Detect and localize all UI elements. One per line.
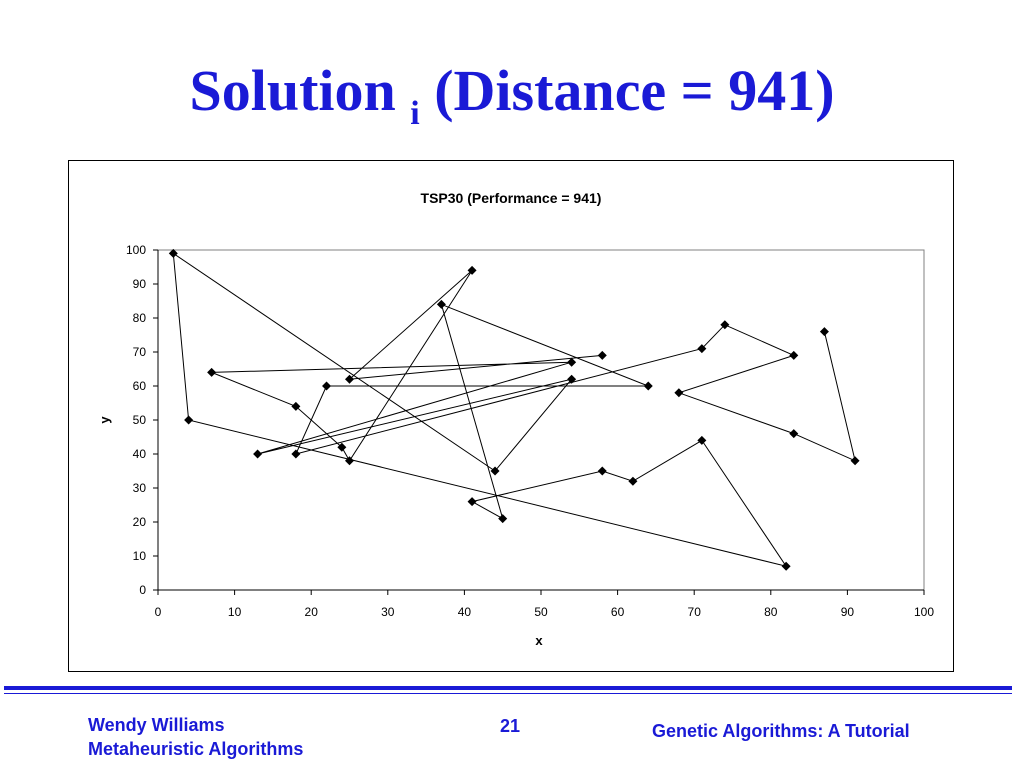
footer-course: Metaheuristic Algorithms	[88, 739, 304, 759]
plot-area	[157, 249, 925, 591]
x-tick-label: 90	[841, 605, 855, 619]
x-tick-label: 40	[458, 605, 472, 619]
data-point	[207, 367, 217, 377]
data-point	[467, 497, 477, 507]
data-point	[819, 327, 829, 337]
x-axis-label: x	[535, 633, 543, 648]
y-tick-label: 90	[133, 277, 147, 291]
slide-title-subscript: i	[410, 95, 420, 132]
data-point	[567, 374, 577, 384]
x-tick-label: 20	[305, 605, 319, 619]
y-tick-label: 50	[133, 413, 147, 427]
slide-title-rest: (Distance = 941)	[419, 58, 835, 123]
data-point	[184, 415, 194, 425]
footer-author: Wendy Williams	[88, 715, 225, 735]
y-tick-label: 60	[133, 379, 147, 393]
x-tick-label: 100	[914, 605, 934, 619]
x-tick-label: 0	[155, 605, 162, 619]
data-point	[322, 381, 332, 391]
data-point	[345, 456, 354, 466]
data-point	[253, 449, 263, 459]
data-point	[674, 388, 684, 398]
data-point	[436, 299, 446, 309]
y-tick-label: 100	[126, 243, 146, 257]
data-point	[643, 381, 653, 391]
tsp-chart: 0 10 20 30 40 50 60 70 80 90 100 0 10 20 30 40 50 60 70 80 9…	[97, 190, 934, 648]
footer-rule-thin	[4, 693, 1012, 694]
chart-frame: 0 10 20 30 40 50 60 70 80 90 100 0 10 20 30 40 50 60 70 80 9…	[68, 160, 954, 672]
y-tick-label: 10	[133, 549, 147, 563]
x-tick-label: 50	[534, 605, 548, 619]
data-point	[168, 248, 178, 258]
data-point	[490, 466, 500, 476]
data-point	[789, 429, 799, 439]
data-point	[720, 320, 730, 330]
x-tick-label: 30	[381, 605, 395, 619]
tour-path	[172, 252, 856, 567]
data-point	[291, 401, 301, 411]
data-point	[697, 435, 707, 445]
chart-title: TSP30 (Performance = 941)	[421, 190, 602, 206]
data-point	[781, 561, 791, 571]
footer-topic: Genetic Algorithms: A Tutorial	[652, 721, 910, 741]
data-point	[467, 265, 477, 275]
slide-title-main: Solution	[189, 58, 411, 123]
data-point	[567, 357, 577, 367]
data-point	[345, 374, 354, 384]
data-point	[697, 344, 707, 354]
y-tick-label: 40	[133, 447, 147, 461]
footer-rule-thick	[4, 686, 1012, 690]
data-point	[291, 449, 301, 459]
footer-page-number: 21	[500, 716, 521, 736]
data-point	[337, 442, 347, 452]
x-tick-label: 10	[228, 605, 242, 619]
slide-title: Solution i (Distance = 941)	[0, 62, 1024, 131]
footer-left: Wendy Williams Metaheuristic Algorithms	[88, 713, 303, 761]
x-tick-label: 60	[611, 605, 625, 619]
y-tick-label: 80	[133, 311, 147, 325]
y-tick-label: 70	[133, 345, 147, 359]
x-tick-label: 80	[764, 605, 778, 619]
data-point	[597, 466, 607, 476]
y-tick-label: 30	[133, 481, 147, 495]
y-tick-label: 0	[139, 583, 146, 597]
x-tick-label: 70	[688, 605, 702, 619]
data-point	[850, 456, 860, 466]
data-point	[628, 476, 638, 486]
data-point	[789, 350, 799, 360]
y-tick-label: 20	[133, 515, 147, 529]
data-point	[498, 514, 508, 524]
data-point	[597, 350, 607, 360]
y-axis-label: y	[97, 416, 112, 424]
